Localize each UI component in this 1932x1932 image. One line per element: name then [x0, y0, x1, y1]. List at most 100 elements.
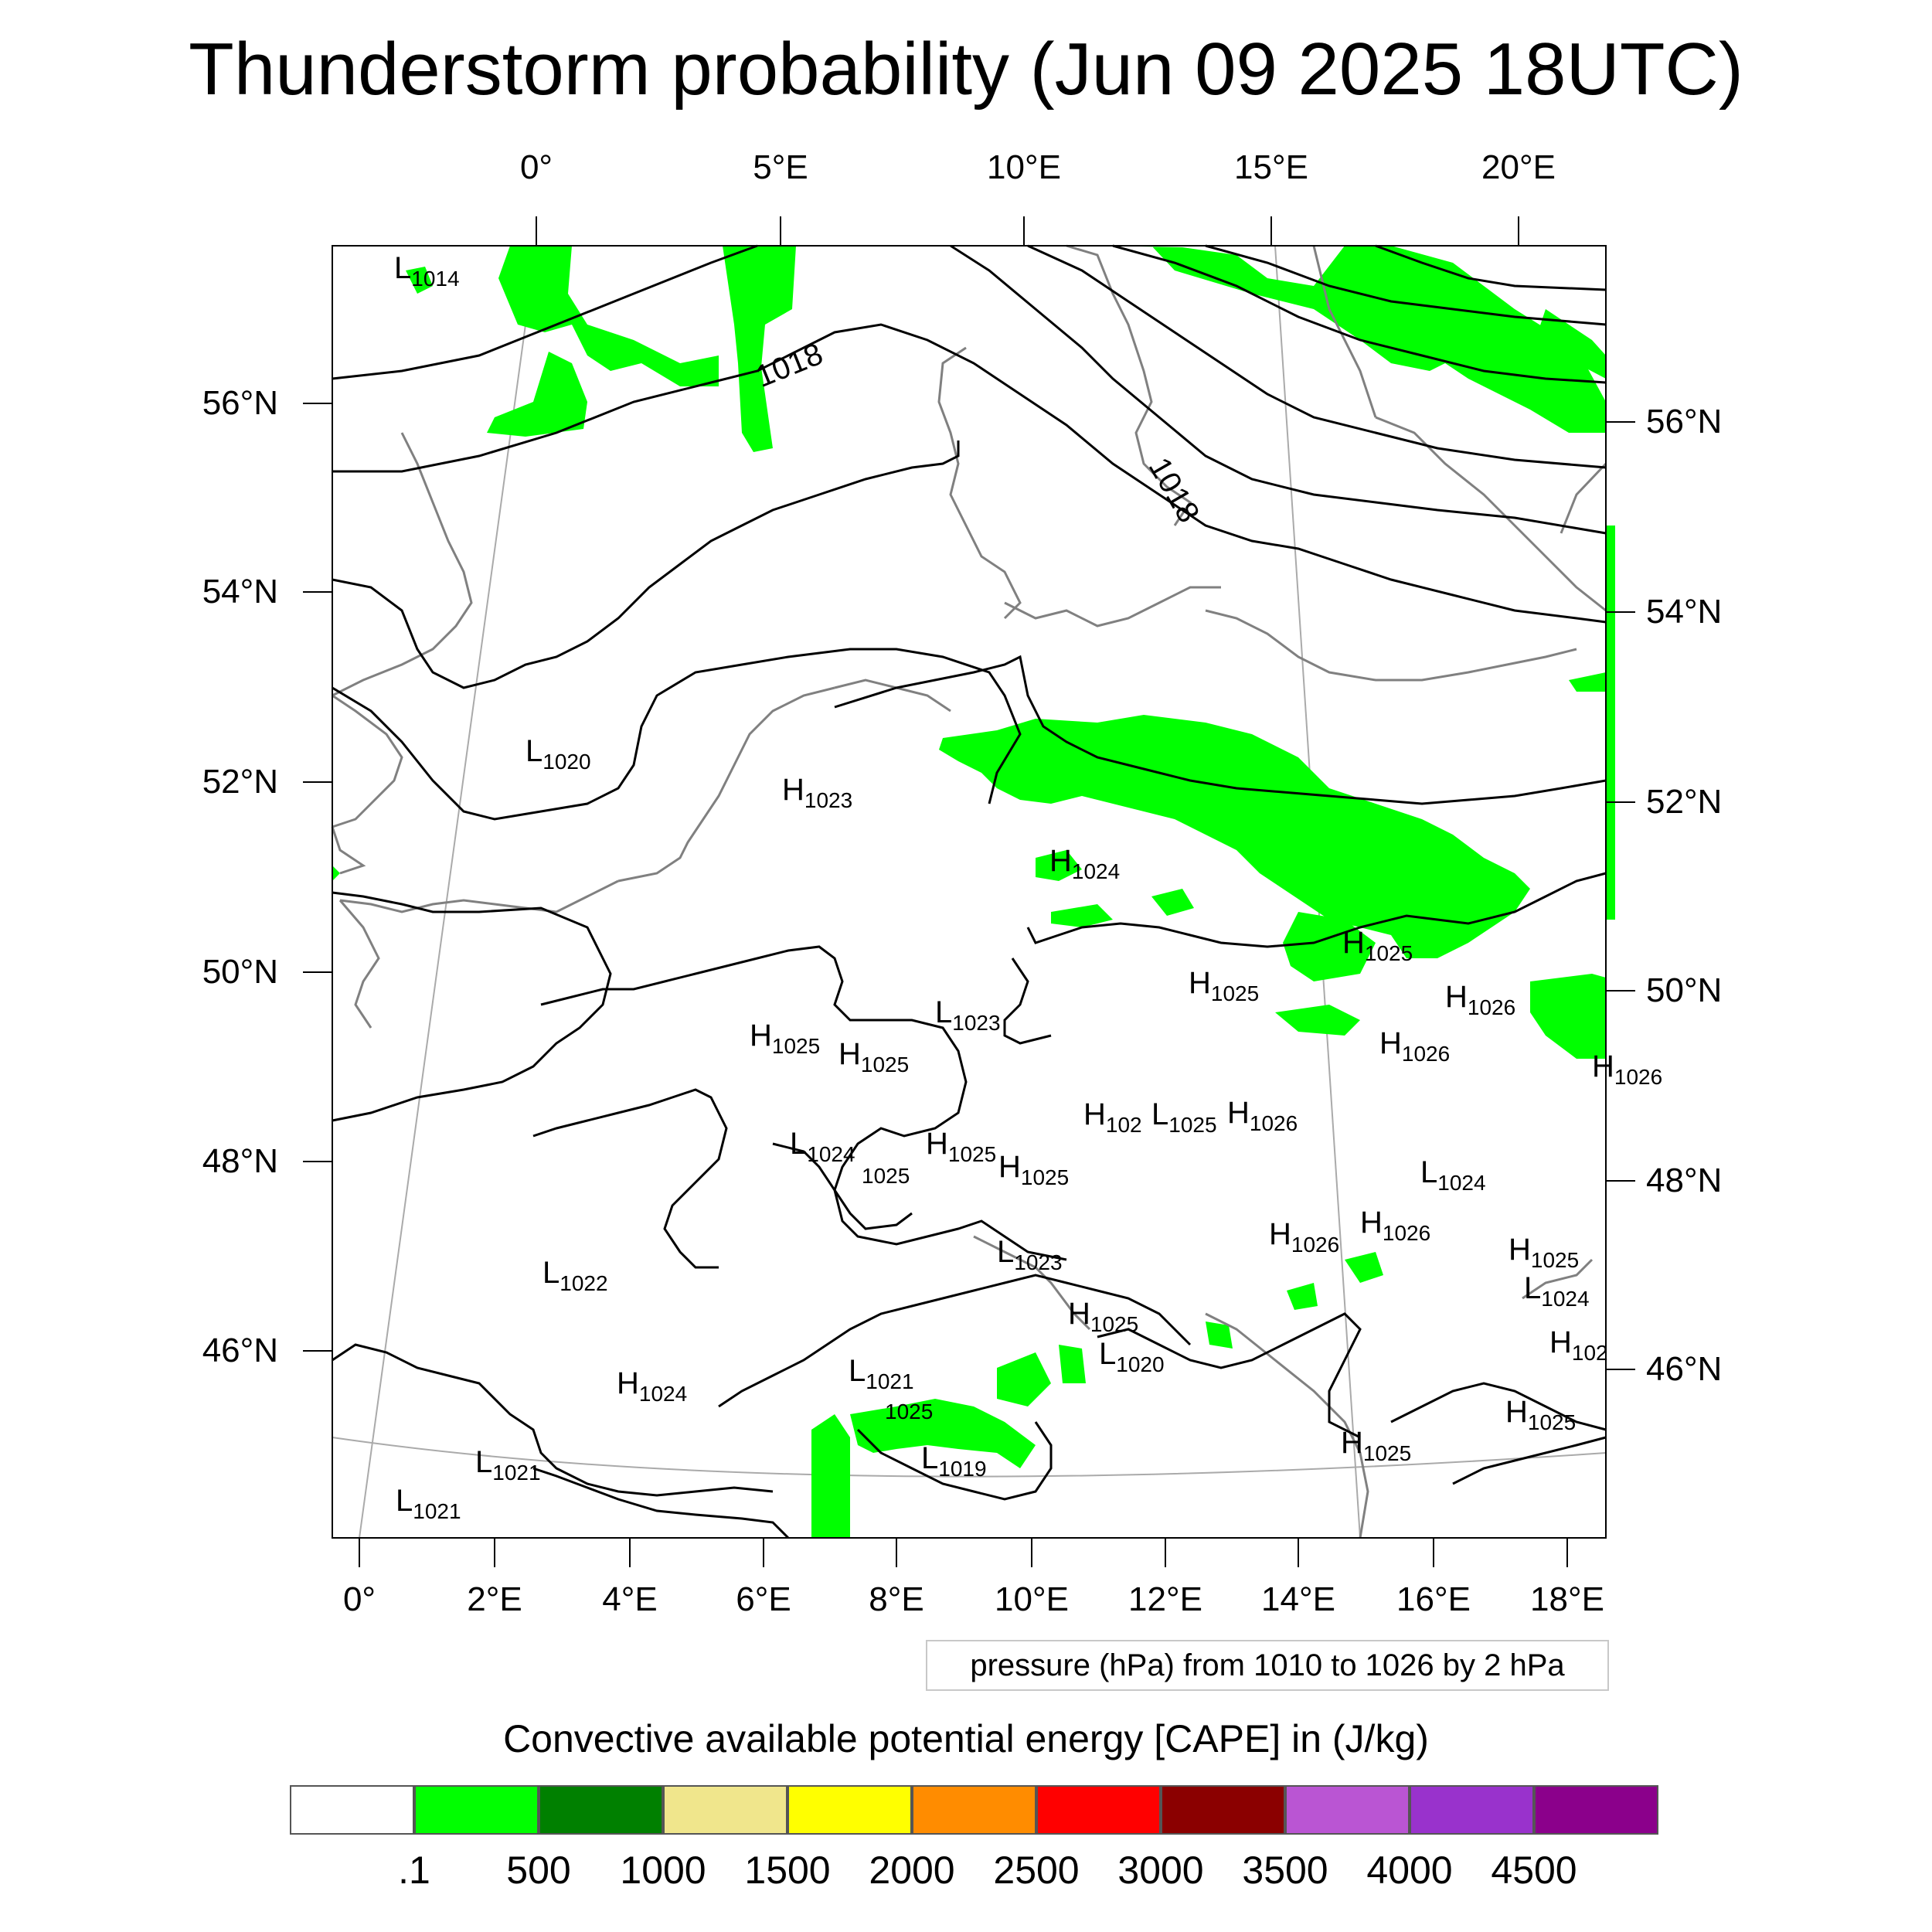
- pressure-center-high: H1025: [1068, 1297, 1139, 1336]
- cape-region: [406, 267, 433, 294]
- colorbar-label: 500: [506, 1849, 571, 1892]
- isobar-line: [332, 891, 612, 1122]
- cape-region: [1606, 526, 1615, 920]
- pressure-center-high: H1025: [926, 1127, 997, 1166]
- isobar-line: [772, 1142, 913, 1230]
- colorbar-title: Convective available potential energy [C…: [503, 1717, 1429, 1760]
- cape-region: [1538, 309, 1606, 379]
- pressure-center-low: L1021: [396, 1484, 461, 1523]
- pressure-center-high: H1025: [1509, 1233, 1580, 1272]
- pressure-center-low: L1022: [543, 1256, 608, 1295]
- pressure-value-label: 1025: [885, 1400, 934, 1423]
- top-lon-label: 0°: [519, 148, 553, 186]
- pressure-center-low: L1021: [849, 1354, 914, 1393]
- pressure-center-high: H1025: [1342, 926, 1413, 965]
- right-lat-label: 48°N: [1646, 1162, 1723, 1199]
- coastline: [1312, 245, 1377, 418]
- pressure-center-low: L1020: [526, 734, 591, 774]
- colorbar-swatch: [1410, 1785, 1534, 1835]
- cape-region: [1569, 672, 1606, 692]
- colorbar-swatch: [1534, 1785, 1658, 1835]
- left-lat-label: 52°N: [202, 763, 278, 801]
- cape-region: [997, 1352, 1051, 1406]
- isobar-line: [540, 945, 1067, 1261]
- bottom-lon-label: 4°E: [602, 1580, 658, 1618]
- isobars: [332, 244, 1607, 1539]
- isobar-line: [332, 440, 960, 689]
- top-lon-label: 10°E: [987, 148, 1061, 186]
- isobar-line: [1027, 244, 1607, 469]
- pressure-center-high: H102: [1549, 1325, 1608, 1365]
- pressure-center-low: L1023: [935, 995, 1001, 1035]
- colorbar-label: 2000: [869, 1849, 955, 1892]
- isobar-line: [332, 648, 1022, 821]
- cape-region: [1151, 889, 1194, 916]
- cape-region: [939, 715, 1530, 958]
- cape-region: [1530, 974, 1606, 1059]
- colorbar-label: 3500: [1242, 1849, 1328, 1892]
- coastline: [1066, 244, 1192, 526]
- chart-title: Thunderstorm probability (Jun 09 2025 18…: [189, 28, 1743, 111]
- pressure-center-high: H102: [1083, 1097, 1142, 1137]
- coastline: [1004, 586, 1221, 628]
- pressure-center-high: H1024: [617, 1366, 688, 1406]
- top-lon-label: 5°E: [753, 148, 808, 186]
- colorbar-label: 1500: [744, 1849, 831, 1892]
- isobar-line: [1003, 957, 1052, 1045]
- isobar-line: [1205, 244, 1607, 326]
- bottom-lon-label: 10°E: [995, 1580, 1069, 1618]
- pressure-center-high: H1023: [782, 773, 853, 812]
- right-lat-label: 52°N: [1646, 783, 1723, 821]
- left-lat-label: 48°N: [202, 1142, 278, 1180]
- colorbar-label: 2500: [993, 1849, 1080, 1892]
- isobar-line: [1097, 1312, 1362, 1439]
- cape-region: [850, 1399, 1036, 1468]
- coastline: [339, 879, 619, 913]
- colorbar-label: 4000: [1366, 1849, 1453, 1892]
- pressure-center-low: L1024: [1420, 1155, 1486, 1195]
- isobar-line: [1026, 872, 1607, 948]
- coastline: [937, 346, 1022, 620]
- colorbar-swatch: [414, 1785, 539, 1835]
- pressure-center-low: L1023: [997, 1235, 1063, 1274]
- colorbar-label: .1: [398, 1849, 430, 1892]
- cape-fill-regions: [332, 246, 1615, 1538]
- coastline: [338, 900, 380, 1029]
- pressure-center-high: H1025: [750, 1019, 821, 1058]
- coastline: [617, 686, 835, 883]
- pressure-center-low: L1025: [1151, 1097, 1217, 1137]
- left-lat-label: 54°N: [202, 573, 278, 611]
- cape-region: [1275, 1005, 1360, 1036]
- pressure-center-low: L1014: [394, 251, 460, 291]
- right-lat-label: 54°N: [1646, 593, 1723, 631]
- colorbar-swatch: [663, 1785, 787, 1835]
- cape-region: [498, 246, 719, 386]
- cape-region: [332, 866, 340, 881]
- cape-region: [1097, 246, 1606, 433]
- map-frame: [332, 245, 1607, 1539]
- pressure-center-low: L1021: [475, 1445, 541, 1485]
- right-lat-label: 56°N: [1646, 403, 1723, 440]
- colorbar-swatch: [290, 1785, 414, 1835]
- pressure-center-high: H1026: [1379, 1026, 1451, 1066]
- pressure-center-high: H1026: [1445, 980, 1516, 1019]
- bottom-lon-label: 14°E: [1261, 1580, 1335, 1618]
- pressure-center-high: H1024: [1049, 844, 1121, 883]
- pressure-center-high: H1026: [1360, 1206, 1431, 1245]
- colorbar-swatch: [1285, 1785, 1410, 1835]
- colorbar-swatch: [539, 1785, 663, 1835]
- colorbar-swatch: [787, 1785, 912, 1835]
- colorbar-swatch: [1036, 1785, 1161, 1835]
- left-lat-label: 50°N: [202, 953, 278, 991]
- coastline: [332, 694, 403, 828]
- bottom-lon-label: 12°E: [1128, 1580, 1202, 1618]
- bottom-lon-label: 18°E: [1530, 1580, 1604, 1618]
- isobar-line: [1112, 244, 1607, 384]
- pressure-center-high: H1026: [1269, 1217, 1340, 1257]
- coastline: [1205, 609, 1577, 682]
- cape-region: [1287, 1283, 1318, 1310]
- parallel-line: [332, 1437, 1607, 1478]
- pressure-center-high: H1025: [1505, 1395, 1577, 1434]
- pressure-center-high: H1026: [1592, 1049, 1663, 1089]
